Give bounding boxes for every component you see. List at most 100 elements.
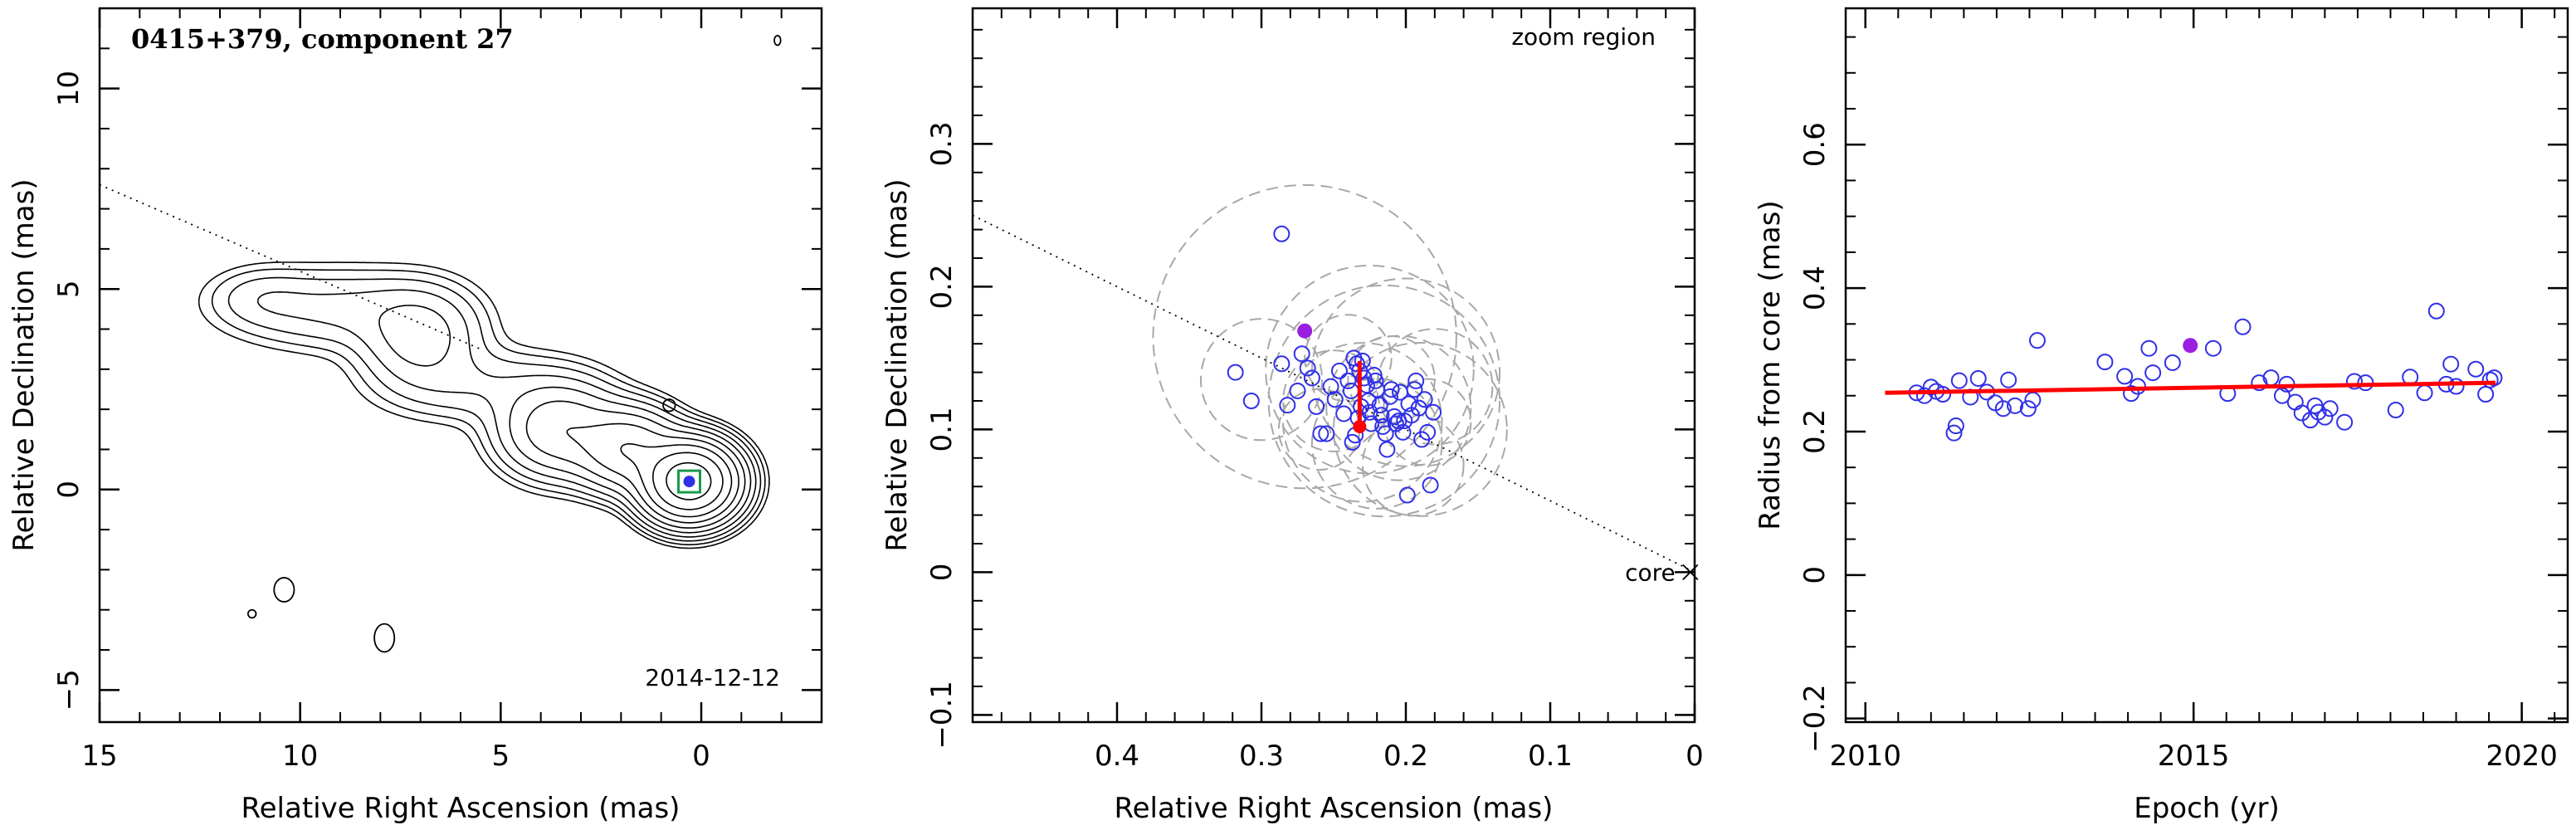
position-point — [1425, 403, 1442, 421]
position-point — [1394, 423, 1412, 441]
position-point — [1416, 391, 1433, 408]
radius-point — [2481, 371, 2499, 388]
jet-axis-line — [100, 183, 481, 350]
zoom-annotation: zoom region — [1511, 23, 1656, 51]
x-tick-label: 0.2 — [1383, 740, 1428, 773]
y-tick-label: 0 — [1798, 566, 1832, 584]
contour-level — [198, 261, 770, 549]
plot-frame — [98, 7, 823, 724]
panel-contour-map: 15 10 5 0 −5 0 5 10 0415+379, component 27 2014… — [7, 7, 823, 825]
x-tick-label: 2010 — [1829, 740, 1901, 773]
error-circle — [1325, 334, 1472, 481]
error-circle — [1282, 342, 1443, 503]
y-axis-label: Relative Declination (mas) — [7, 178, 41, 551]
error-circle — [1361, 413, 1465, 517]
position-point — [1381, 388, 1398, 405]
y-axis-label: Radius from core (mas) — [1754, 200, 1787, 530]
isolated-contour — [662, 398, 676, 413]
radius-point — [2477, 386, 2495, 403]
position-point — [1355, 369, 1373, 387]
radius-points — [1885, 302, 2503, 442]
y-tick-label: 0.3 — [925, 121, 959, 166]
y-tick-label: −5 — [52, 669, 85, 710]
radius-point — [2486, 369, 2503, 387]
position-point — [1273, 355, 1290, 373]
position-point — [1408, 372, 1425, 389]
epoch-label: 2014-12-12 — [645, 664, 780, 691]
radius-point — [2416, 384, 2433, 402]
y-tick-label: 0.4 — [1798, 266, 1832, 310]
radius-point — [2387, 402, 2404, 419]
axis-ticks: 15 10 5 0 −5 0 5 10 — [52, 7, 822, 773]
radius-point — [2286, 393, 2304, 411]
y-tick-label: 5 — [52, 280, 85, 298]
core-dot — [683, 476, 695, 488]
x-tick-label: 15 — [81, 740, 117, 773]
radius-point — [2144, 364, 2162, 382]
error-circle — [1152, 183, 1457, 490]
axis-ticks: 2010 2015 2020 −0.2 0 0.2 0.4 0.6 — [1798, 8, 2568, 773]
position-point — [1377, 425, 1394, 442]
jet-axis-line — [973, 214, 1695, 574]
radius-point — [2164, 354, 2181, 371]
radius-point — [2447, 378, 2465, 395]
highlight-point — [1297, 323, 1313, 339]
radius-point — [2251, 374, 2268, 392]
radius-point — [2336, 413, 2354, 431]
core-label: core — [1625, 559, 1676, 586]
position-point — [1378, 441, 1396, 458]
radius-point — [2427, 302, 2445, 320]
position-point — [1308, 398, 1325, 415]
position-point — [1383, 381, 1400, 398]
axis-ticks: 0.4 0.3 0.2 0.1 0 −0.1 0 0.1 0.2 0.3 — [925, 8, 1704, 773]
isolated-contour — [246, 608, 257, 619]
error-circle — [1304, 314, 1393, 403]
radius-point — [2007, 397, 2024, 414]
radius-point — [2024, 391, 2042, 408]
x-tick-label: 0.1 — [1528, 740, 1573, 773]
contour-level — [566, 422, 739, 524]
radius-point — [1934, 386, 1952, 403]
radius-point — [1950, 372, 1968, 389]
position-point — [1335, 405, 1353, 422]
jet-axis — [973, 214, 1695, 574]
radius-point — [2129, 378, 2146, 395]
x-tick-label: 2015 — [2158, 740, 2230, 773]
radius-point — [1945, 424, 1963, 442]
contour-level — [666, 461, 712, 500]
x-tick-label: 0 — [692, 740, 710, 773]
position-point — [1422, 476, 1439, 494]
x-tick-label: 0 — [1686, 740, 1704, 773]
radius-point — [2140, 339, 2158, 357]
position-point — [1326, 391, 1344, 408]
position-point — [1299, 359, 1316, 377]
contour-level — [211, 268, 766, 546]
radius-point — [1994, 400, 2012, 417]
position-point — [1400, 395, 1417, 413]
panel-radius-vs-epoch: 2010 2015 2020 −0.2 0 0.2 0.4 0.6 Epoch (yr) Ra… — [1754, 7, 2569, 825]
x-tick-label: 10 — [282, 740, 318, 773]
contour-level — [256, 289, 757, 538]
core-marker — [677, 469, 701, 494]
contour-lines — [198, 261, 770, 549]
isolated-contour — [373, 622, 396, 653]
error-circle — [1333, 342, 1508, 517]
red-error-bar-dot — [1353, 419, 1367, 433]
x-tick-label: 0.3 — [1239, 740, 1284, 773]
position-point — [1279, 397, 1296, 414]
x-tick-label: 0.4 — [1095, 740, 1139, 773]
isolated-contour — [273, 577, 295, 603]
radius-point — [2096, 354, 2114, 371]
radius-point — [1969, 369, 1987, 387]
position-point — [1398, 486, 1416, 504]
position-point — [1386, 408, 1403, 425]
x-axis-label: Epoch (yr) — [2134, 792, 2280, 825]
radius-point — [1922, 378, 1939, 396]
contour-level — [227, 276, 762, 542]
position-point — [1406, 381, 1423, 398]
radius-point — [2442, 355, 2460, 373]
position-point — [1374, 417, 1392, 435]
position-point — [1273, 225, 1290, 242]
fit-line — [1885, 380, 2496, 395]
